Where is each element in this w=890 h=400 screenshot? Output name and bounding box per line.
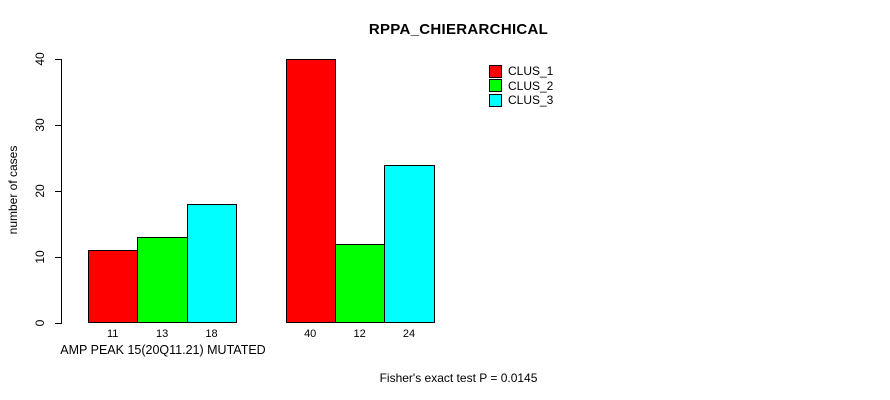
chart-title: RPPA_CHIERARCHICAL bbox=[368, 21, 549, 38]
x-axis-bar-value-label: 18 bbox=[205, 328, 218, 340]
y-tick-label: 30 bbox=[33, 118, 47, 132]
y-tick-label: 40 bbox=[33, 52, 47, 66]
legend-label: CLUS_2 bbox=[508, 78, 554, 93]
y-tick-label: 0 bbox=[33, 319, 47, 327]
y-tick-mark bbox=[55, 190, 62, 192]
legend-item-clus_3: CLUS_3 bbox=[489, 93, 553, 108]
legend-swatch-clus_2 bbox=[489, 79, 502, 93]
legend-label: CLUS_1 bbox=[508, 64, 554, 79]
x-axis-bar-value-label: 24 bbox=[402, 328, 416, 340]
bar-clus_1-group2 bbox=[285, 59, 336, 323]
y-tick-mark bbox=[55, 124, 62, 126]
bar-clus_3-group1 bbox=[186, 204, 238, 323]
x-axis-bar-value-label: 40 bbox=[304, 328, 317, 340]
y-tick-mark bbox=[55, 256, 62, 258]
legend-swatch-clus_3 bbox=[489, 93, 502, 107]
y-tick-mark bbox=[55, 322, 62, 324]
x-axis-bar-value-label: 11 bbox=[106, 328, 119, 340]
footnote-text: Fisher's exact test P = 0.0145 bbox=[379, 371, 538, 385]
x-axis-bar-value-label: 12 bbox=[353, 328, 366, 340]
legend-item-clus_2: CLUS_2 bbox=[489, 79, 553, 94]
bar-clus_3-group2 bbox=[384, 164, 435, 323]
bar-clus_1-group1 bbox=[88, 250, 139, 323]
y-axis-title: number of cases bbox=[6, 145, 20, 235]
y-tick-label: 20 bbox=[33, 184, 47, 198]
bar-clus_2-group2 bbox=[334, 243, 386, 323]
y-tick-mark bbox=[55, 58, 62, 60]
x-axis-bar-value-label: 13 bbox=[155, 328, 169, 340]
x-axis-group-label: AMP PEAK 15(20Q11.21) MUTATED bbox=[60, 343, 266, 357]
y-tick-label: 10 bbox=[33, 250, 47, 264]
legend: CLUS_1 CLUS_2 CLUS_3 bbox=[489, 64, 553, 108]
legend-label: CLUS_3 bbox=[508, 93, 554, 108]
bar-clus_2-group1 bbox=[137, 237, 188, 323]
legend-swatch-clus_1 bbox=[489, 64, 502, 78]
legend-item-clus_1: CLUS_1 bbox=[489, 64, 553, 79]
